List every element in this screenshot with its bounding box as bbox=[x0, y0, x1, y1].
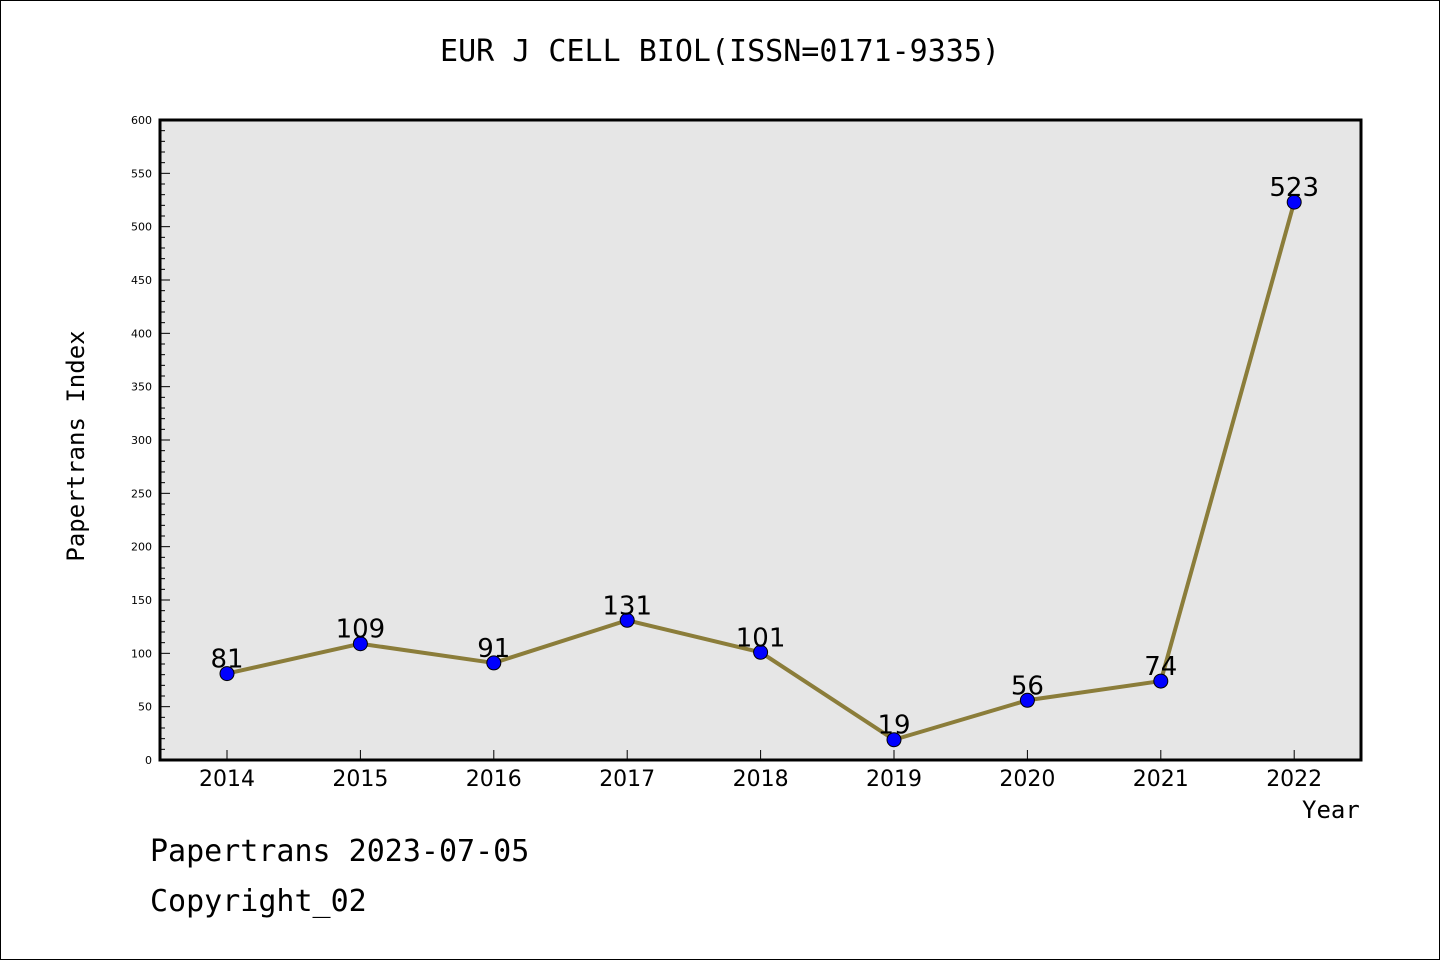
y-tick-label: 450 bbox=[131, 274, 152, 287]
y-tick-label: 500 bbox=[131, 221, 152, 234]
y-tick-label: 600 bbox=[131, 114, 152, 127]
data-label: 523 bbox=[1269, 173, 1319, 203]
data-label: 74 bbox=[1144, 652, 1177, 682]
y-tick-label: 50 bbox=[138, 701, 152, 714]
data-label: 101 bbox=[736, 623, 786, 653]
x-tick-label: 2020 bbox=[999, 767, 1055, 792]
x-tick-label: 2017 bbox=[599, 767, 655, 792]
y-tick-label: 350 bbox=[131, 381, 152, 394]
data-label: 91 bbox=[477, 634, 510, 664]
y-tick-label: 550 bbox=[131, 167, 152, 180]
x-tick-label: 2015 bbox=[332, 767, 388, 792]
data-label: 56 bbox=[1011, 671, 1044, 701]
x-tick-label: 2016 bbox=[466, 767, 522, 792]
x-tick-label: 2018 bbox=[733, 767, 789, 792]
footer-date: Papertrans 2023-07-05 bbox=[150, 834, 530, 869]
data-point bbox=[1286, 194, 1302, 210]
data-point bbox=[352, 636, 368, 652]
x-axis-label: Year bbox=[1302, 796, 1360, 824]
y-tick-label: 200 bbox=[131, 541, 152, 554]
data-point bbox=[753, 644, 769, 660]
data-label: 109 bbox=[336, 615, 386, 645]
data-point bbox=[486, 655, 502, 671]
data-point bbox=[619, 612, 635, 628]
plot-area bbox=[160, 120, 1361, 760]
y-tick-label: 250 bbox=[131, 487, 152, 500]
y-tick-label: 100 bbox=[131, 647, 152, 660]
y-tick-label: 0 bbox=[145, 754, 152, 767]
footer-copyright: Copyright_02 bbox=[150, 884, 367, 919]
data-point bbox=[1019, 692, 1035, 708]
data-point bbox=[886, 732, 902, 748]
chart-title: EUR J CELL BIOL(ISSN=0171-9335) bbox=[440, 34, 1000, 69]
data-label: 131 bbox=[602, 591, 652, 621]
x-tick-label: 2019 bbox=[866, 767, 922, 792]
x-tick-label: 2022 bbox=[1266, 767, 1322, 792]
y-tick-label: 300 bbox=[131, 434, 152, 447]
data-label: 19 bbox=[877, 711, 910, 741]
y-tick-label: 150 bbox=[131, 594, 152, 607]
data-point bbox=[1153, 673, 1169, 689]
plot-border bbox=[158, 118, 1363, 762]
y-tick-label: 400 bbox=[131, 327, 152, 340]
x-tick-label: 2014 bbox=[199, 767, 255, 792]
data-point bbox=[219, 666, 235, 682]
data-label: 81 bbox=[210, 645, 243, 675]
x-tick-label: 2021 bbox=[1133, 767, 1189, 792]
